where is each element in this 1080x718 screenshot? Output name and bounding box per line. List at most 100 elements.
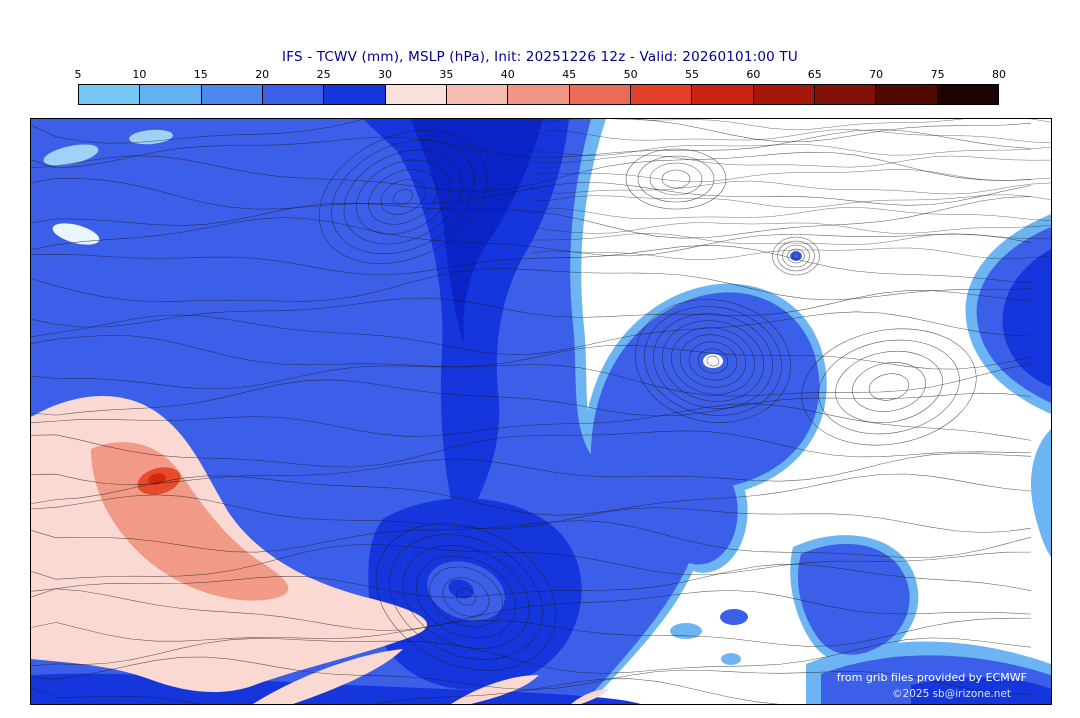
low-center-rings-atlantic [429,566,503,628]
low-center-rings-atlantic [375,523,557,671]
mslp-isobar [31,290,1032,328]
low-center-eye [703,354,723,368]
low-center-rings-norwegian-sea [679,334,747,388]
dry-patch [52,223,100,245]
mslp-isobar [31,588,1032,631]
high-center-rings-east [868,373,910,401]
colorbar-segment [753,85,815,104]
colorbar-tick: 20 [255,68,270,81]
colorbar-tick: 40 [500,68,515,81]
mslp-isobar [31,430,1032,468]
colorbar-tick: 15 [193,68,208,81]
colorbar-tick: 50 [623,68,638,81]
colorbar-segment [692,85,754,104]
mslp-isobar [530,129,1051,144]
colorbar-tick: 65 [807,68,822,81]
colorbar-tick: 55 [684,68,699,81]
mslp-isobar [31,335,1032,370]
colorbar-tick: 75 [930,68,945,81]
tcwv-region-moist [253,649,403,704]
colorbar-tick: 25 [316,68,331,81]
colorbar [78,84,999,105]
low-center-rings-greenland [343,149,463,245]
weather-map [31,119,1051,704]
low-center-rings-atlantic [456,588,476,606]
colorbar-segment [446,85,509,104]
mslp-isobar [31,379,1032,417]
high-center-rings-east [818,339,960,435]
tcwv-region-deep [396,119,543,343]
mslp-isobar [530,194,1051,208]
tcwv-shading [31,119,1051,704]
map-frame: from grib files provided by ECMWF ©2025 … [30,118,1052,705]
colorbar-tick: 80 [992,68,1006,81]
mslp-isobar [530,154,1051,168]
chart-title: IFS - TCWV (mm), MSLP (hPa), Init: 20251… [282,49,798,65]
low-center-rings-small [787,248,805,264]
tcwv-region-moist [451,675,539,704]
high-center-rings-arctic [637,155,715,203]
colorbar-segment [201,85,263,104]
colorbar-tick: 10 [132,68,147,81]
mslp-isobar [31,217,1032,257]
tcwv-region [670,623,702,639]
tcwv-region [590,292,820,520]
colorbar-tick-labels: 5 10 15 20 25 30 35 40 45 50 55 60 65 70 75 80 [74,68,1007,81]
colorbar-segment [937,85,998,104]
light-patch [129,129,173,145]
tcwv-region [721,653,741,665]
low-center-rings-norwegian-sea [697,348,729,374]
mslp-isobar [31,196,1032,239]
mslp-isobar [31,544,1032,580]
colorbar-tick: 30 [377,68,392,81]
small-low-center [790,251,802,261]
mslp-isobar [530,206,1051,221]
low-center-rings-norwegian-sea [706,355,720,367]
mslp-isobar [531,233,1051,245]
low-center-rings-small [772,236,820,276]
mslp-isobar [31,617,1032,647]
colorbar-tick: 70 [869,68,884,81]
tcwv-region [1031,429,1051,557]
colorbar-segment [324,85,386,104]
low-center-rings-greenland [331,139,475,255]
light-patch [43,144,99,166]
tcwv-region-deep [1002,249,1051,387]
mslp-isobar [31,520,1032,558]
high-center-rings-arctic [625,148,727,210]
colorbar-segment [79,85,141,104]
tcwv-region-moist [571,689,609,704]
colorbar-tick: 5 [74,68,82,81]
mslp-isobar [530,119,1051,130]
low-center-rings-atlantic [389,534,543,660]
credit-irizone: ©2025 sb@irizone.net [892,688,1011,700]
colorbar-segment [569,85,631,104]
mslp-isobar [31,453,1032,486]
colorbar-tick: 35 [439,68,454,81]
mslp-isobar [31,177,1032,210]
mslp-isobar [530,169,1051,183]
colorbar-segment [814,85,877,104]
mslp-isobar [31,678,779,704]
tcwv-region [720,609,748,625]
high-center-rings-arctic [661,169,691,189]
low-center-rings-atlantic [402,545,530,649]
high-center-rings-arctic [649,162,703,196]
mslp-isobar [530,144,1051,156]
colorbar-segment [385,85,447,104]
colorbar-segment [508,85,570,104]
tcwv-region [797,543,910,655]
low-center-rings-greenland [380,179,426,215]
low-center-rings-greenland [356,159,450,235]
colorbar-segment [140,85,202,104]
mslp-isobar [31,119,1032,144]
low-center-rings-small [792,252,800,260]
low-center-rings-norwegian-sea [653,313,773,409]
low-center-rings-greenland [393,189,413,205]
low-center-rings-small [782,244,810,268]
low-center-rings-norwegian-sea [670,327,756,395]
high-center-rings-east [801,328,977,446]
mslp-isobar [31,563,1032,598]
mslp-isobar [530,222,1051,234]
low-center-rings-greenland [318,130,488,264]
